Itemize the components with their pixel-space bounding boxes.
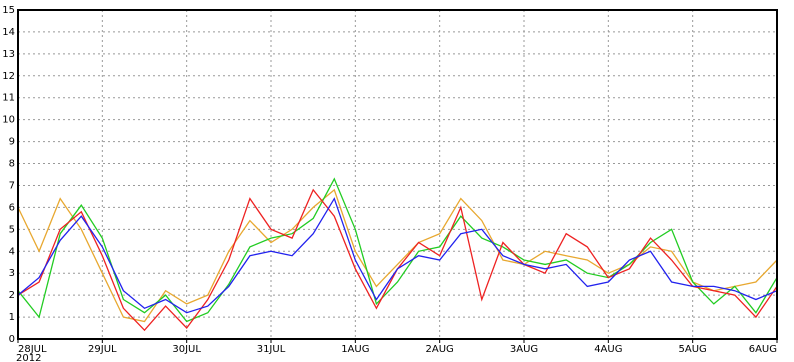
x-tick-label: 30JUL xyxy=(172,344,201,355)
y-tick-label: 6 xyxy=(9,202,15,213)
y-tick-label: 7 xyxy=(9,180,15,191)
x-tick-label: 3AUG xyxy=(510,344,538,355)
series-line xyxy=(17,188,778,323)
x-tick-label: 31JUL xyxy=(257,344,286,355)
y-tick-label: 12 xyxy=(2,71,15,82)
series-line xyxy=(17,188,778,332)
plot-frame xyxy=(17,9,778,340)
x-sublabel: 2012 xyxy=(16,353,41,362)
y-tick-label: 9 xyxy=(9,137,15,148)
y-tick-label: 4 xyxy=(9,246,15,257)
x-tick-label: 2AUG xyxy=(426,344,454,355)
y-tick-label: 8 xyxy=(9,159,15,170)
y-tick-label: 0 xyxy=(9,334,15,345)
y-tick-label: 15 xyxy=(2,5,15,16)
x-tick-label: 28JUL xyxy=(18,344,47,355)
x-tick-label: 6AUG xyxy=(749,344,777,355)
y-tick-label: 14 xyxy=(2,27,15,38)
y-tick-label: 10 xyxy=(2,115,15,126)
x-tick-label: 5AUG xyxy=(679,344,707,355)
y-tick-label: 11 xyxy=(2,93,15,104)
x-tick-label: 29JUL xyxy=(88,344,117,355)
y-tick-label: 2 xyxy=(9,290,15,301)
y-tick-label: 1 xyxy=(9,312,15,323)
y-tick-label: 3 xyxy=(9,268,15,279)
y-tick-label: 5 xyxy=(9,224,15,235)
x-tick-label: 4AUG xyxy=(594,344,622,355)
series-line xyxy=(17,177,778,323)
x-tick-label: 1AUG xyxy=(341,344,369,355)
series-line xyxy=(17,197,778,314)
y-tick-label: 13 xyxy=(2,49,15,60)
